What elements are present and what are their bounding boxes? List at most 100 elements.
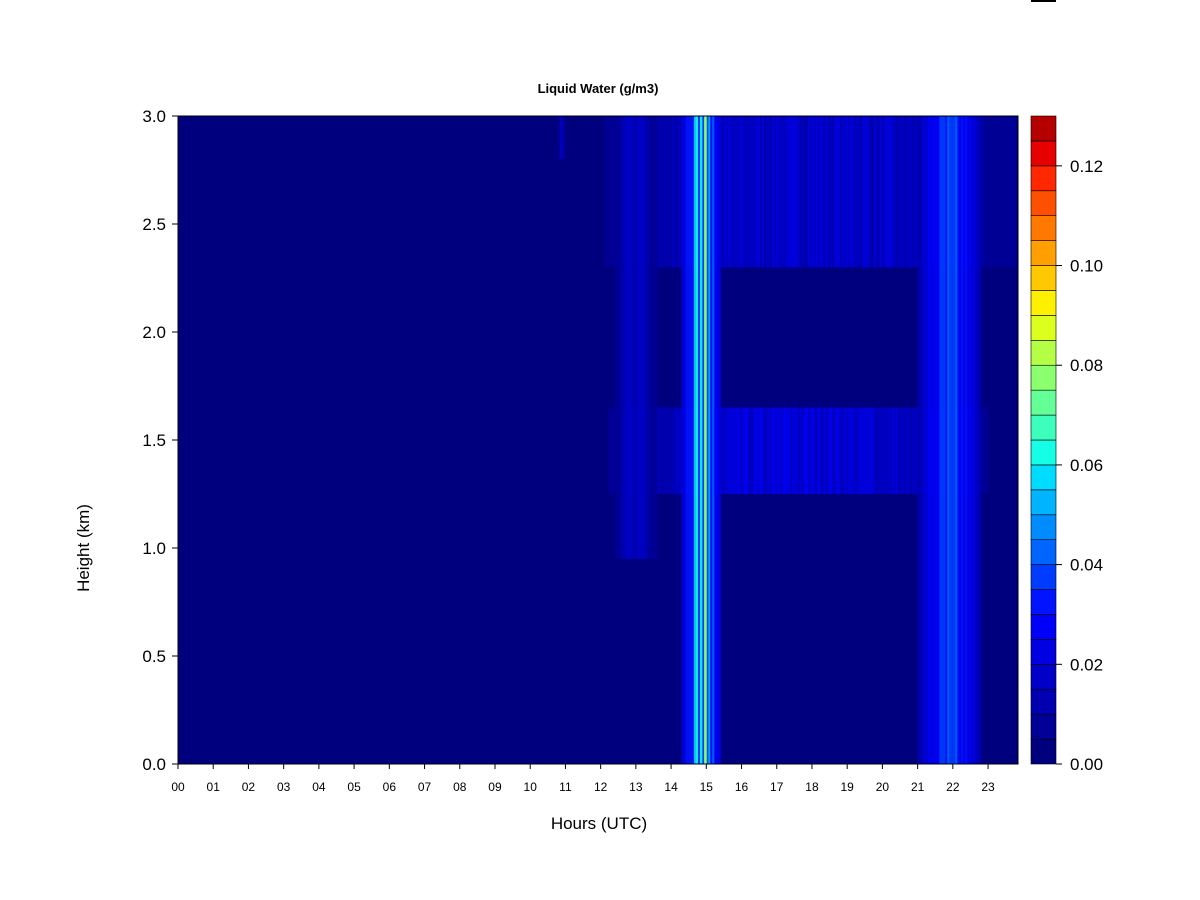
- heatmap-cell: [763, 407, 767, 494]
- heatmap-cell: [604, 116, 607, 268]
- heatmap-cell: [646, 116, 650, 559]
- heatmap-cell: [622, 116, 626, 559]
- heatmap-cell: [986, 116, 989, 268]
- heatmap-cell: [653, 116, 656, 559]
- heatmap-cell: [708, 116, 711, 764]
- heatmap-cell: [971, 116, 974, 764]
- heatmap-cell: [737, 407, 741, 494]
- heatmap-cell: [745, 407, 749, 494]
- heatmap-cell: [784, 116, 787, 268]
- y-axis-label: Height (km): [74, 504, 93, 592]
- heatmap-cell: [753, 407, 757, 494]
- heatmap-cell: [608, 116, 611, 268]
- heatmap-cell: [774, 116, 777, 268]
- heatmap-cell: [712, 116, 715, 764]
- heatmap-cell: [778, 116, 781, 268]
- heatmap-cell: [785, 407, 789, 494]
- colorbar-swatch: [1030, 364, 1057, 391]
- heatmap-cell: [919, 116, 922, 764]
- heatmap-cell: [802, 116, 805, 268]
- heatmap-cell: [904, 116, 907, 268]
- heatmap-cell: [685, 116, 689, 764]
- colorbar-swatch: [1030, 489, 1057, 516]
- heatmap-cell: [760, 116, 763, 268]
- heatmap-cell: [618, 116, 622, 559]
- colorbar-swatch: [1030, 414, 1057, 441]
- heatmap-cell: [865, 407, 869, 494]
- heatmap-cell: [836, 116, 839, 268]
- heatmap-cell: [630, 116, 634, 559]
- heatmap-cell: [779, 407, 783, 494]
- heatmap-cell: [963, 116, 966, 764]
- heatmap-cell: [762, 116, 765, 268]
- heatmap-cell: [780, 116, 783, 268]
- heatmap-cell: [957, 116, 960, 764]
- heatmap-cell: [659, 407, 663, 494]
- heatmap-cell: [693, 116, 697, 764]
- heatmap-cell: [660, 116, 663, 268]
- heatmap-cell: [1004, 116, 1007, 268]
- heatmap-cell: [799, 407, 803, 494]
- x-tick-label: 07: [418, 780, 432, 794]
- heatmap-cell: [857, 407, 861, 494]
- heatmap-cell: [1008, 116, 1011, 268]
- heatmap-cell: [720, 116, 723, 268]
- heatmap-cell: [687, 116, 691, 764]
- x-tick-label: 02: [242, 780, 256, 794]
- heatmap-cell: [758, 116, 761, 268]
- heatmap-cell: [729, 407, 733, 494]
- heatmap-cell: [843, 407, 847, 494]
- heatmap-cell: [854, 116, 857, 268]
- x-tick-label: 21: [911, 780, 925, 794]
- heatmap-cell: [844, 116, 847, 268]
- heatmap-cell: [770, 116, 773, 268]
- heatmap-cell: [916, 116, 919, 268]
- colorbar-tick-label: 0.02: [1070, 655, 1103, 674]
- colorbar: 0.00 0.02 0.04 0.06 0.08 0.10 0.12: [1030, 115, 1103, 774]
- heatmap-cell: [812, 116, 815, 268]
- heatmap-cell: [648, 116, 652, 559]
- heatmap-cell: [734, 116, 737, 268]
- x-tick-label: 10: [524, 780, 538, 794]
- heatmap-cell: [804, 116, 807, 268]
- heatmap-cell: [871, 407, 875, 494]
- cloud-feature-5: [917, 116, 982, 764]
- heatmap-cell: [852, 116, 855, 268]
- chart-title: Liquid Water (g/m3): [538, 81, 659, 96]
- heatmap-cell: [866, 116, 869, 268]
- heatmap-cell: [665, 407, 669, 494]
- heatmap-cell: [825, 407, 829, 494]
- heatmap-cell: [996, 116, 999, 268]
- heatmap-cell: [743, 407, 747, 494]
- heatmap-cell: [869, 407, 873, 494]
- heatmap-cell: [740, 116, 743, 268]
- heatmap-cell: [561, 116, 565, 160]
- heatmap-cell: [721, 407, 725, 494]
- colorbar-swatch: [1030, 464, 1057, 491]
- x-tick-label: 16: [735, 780, 749, 794]
- heatmap-cell: [886, 407, 889, 494]
- heatmap-cell: [806, 116, 809, 268]
- heatmap-cell: [965, 116, 968, 764]
- heatmap-cell: [892, 407, 895, 494]
- heatmap-cell: [832, 116, 835, 268]
- heatmap-cell: [666, 116, 669, 268]
- heatmap-cell: [894, 407, 897, 494]
- heatmap-cell: [620, 116, 624, 559]
- heatmap-cell: [797, 407, 801, 494]
- heatmap-cell: [982, 116, 985, 268]
- heatmap-cell: [949, 116, 952, 764]
- heatmap-cell: [805, 407, 809, 494]
- heatmap-cell: [782, 116, 785, 268]
- heatmap-cell: [898, 116, 901, 268]
- heatmap-cell: [994, 116, 997, 268]
- heatmap-cell: [939, 116, 942, 764]
- heatmap-cell: [607, 407, 611, 494]
- x-axis: 00 01 02 03 04 05 06 07 08 09 10 11 12 13 14 15 16 17 18 19…: [171, 764, 995, 794]
- heatmap-cell: [811, 407, 815, 494]
- heatmap-cell: [773, 407, 777, 494]
- heatmap-cell: [800, 116, 803, 268]
- y-tick-label: 0.0: [142, 755, 166, 774]
- y-tick-label: 2.0: [142, 323, 166, 342]
- heatmap-cell: [640, 116, 644, 559]
